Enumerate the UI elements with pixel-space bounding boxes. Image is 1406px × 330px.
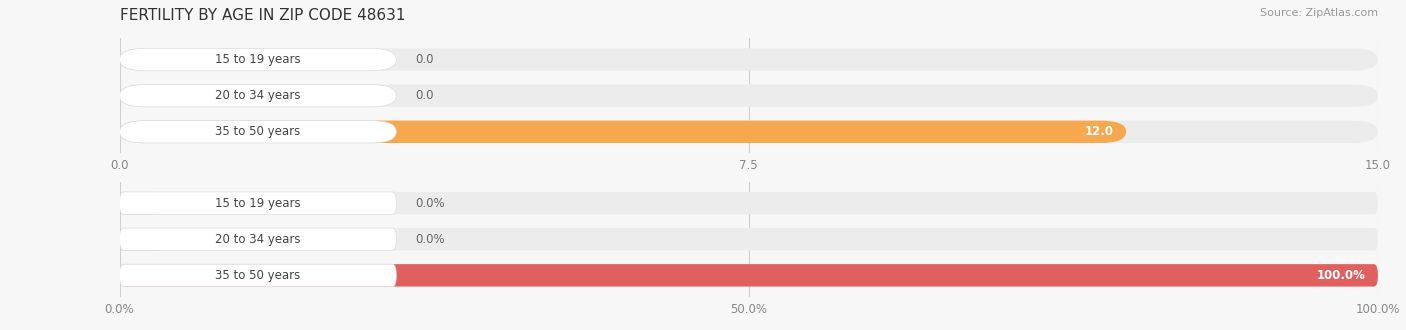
FancyBboxPatch shape — [120, 84, 1378, 107]
FancyBboxPatch shape — [120, 228, 157, 250]
FancyBboxPatch shape — [120, 84, 157, 107]
FancyBboxPatch shape — [120, 228, 396, 250]
Text: 20 to 34 years: 20 to 34 years — [215, 233, 301, 246]
Text: 15 to 19 years: 15 to 19 years — [215, 197, 301, 210]
Text: 0.0%: 0.0% — [415, 233, 444, 246]
FancyBboxPatch shape — [120, 264, 1378, 286]
FancyBboxPatch shape — [120, 49, 396, 71]
Text: 20 to 34 years: 20 to 34 years — [215, 89, 301, 102]
FancyBboxPatch shape — [120, 192, 396, 214]
Text: FERTILITY BY AGE IN ZIP CODE 48631: FERTILITY BY AGE IN ZIP CODE 48631 — [120, 8, 405, 23]
FancyBboxPatch shape — [120, 264, 396, 286]
FancyBboxPatch shape — [120, 192, 157, 214]
Text: 100.0%: 100.0% — [1316, 269, 1365, 282]
FancyBboxPatch shape — [120, 49, 1378, 71]
Text: 0.0%: 0.0% — [415, 197, 444, 210]
Text: 0.0: 0.0 — [415, 53, 433, 66]
Text: 35 to 50 years: 35 to 50 years — [215, 125, 301, 138]
FancyBboxPatch shape — [120, 84, 396, 107]
Text: Source: ZipAtlas.com: Source: ZipAtlas.com — [1260, 8, 1378, 18]
FancyBboxPatch shape — [120, 192, 1378, 214]
FancyBboxPatch shape — [120, 264, 1378, 286]
FancyBboxPatch shape — [120, 120, 1378, 143]
Text: 35 to 50 years: 35 to 50 years — [215, 269, 301, 282]
FancyBboxPatch shape — [120, 120, 1126, 143]
FancyBboxPatch shape — [120, 120, 396, 143]
FancyBboxPatch shape — [120, 228, 1378, 250]
Text: 0.0: 0.0 — [415, 89, 433, 102]
Text: 15 to 19 years: 15 to 19 years — [215, 53, 301, 66]
FancyBboxPatch shape — [120, 49, 157, 71]
Text: 12.0: 12.0 — [1084, 125, 1114, 138]
